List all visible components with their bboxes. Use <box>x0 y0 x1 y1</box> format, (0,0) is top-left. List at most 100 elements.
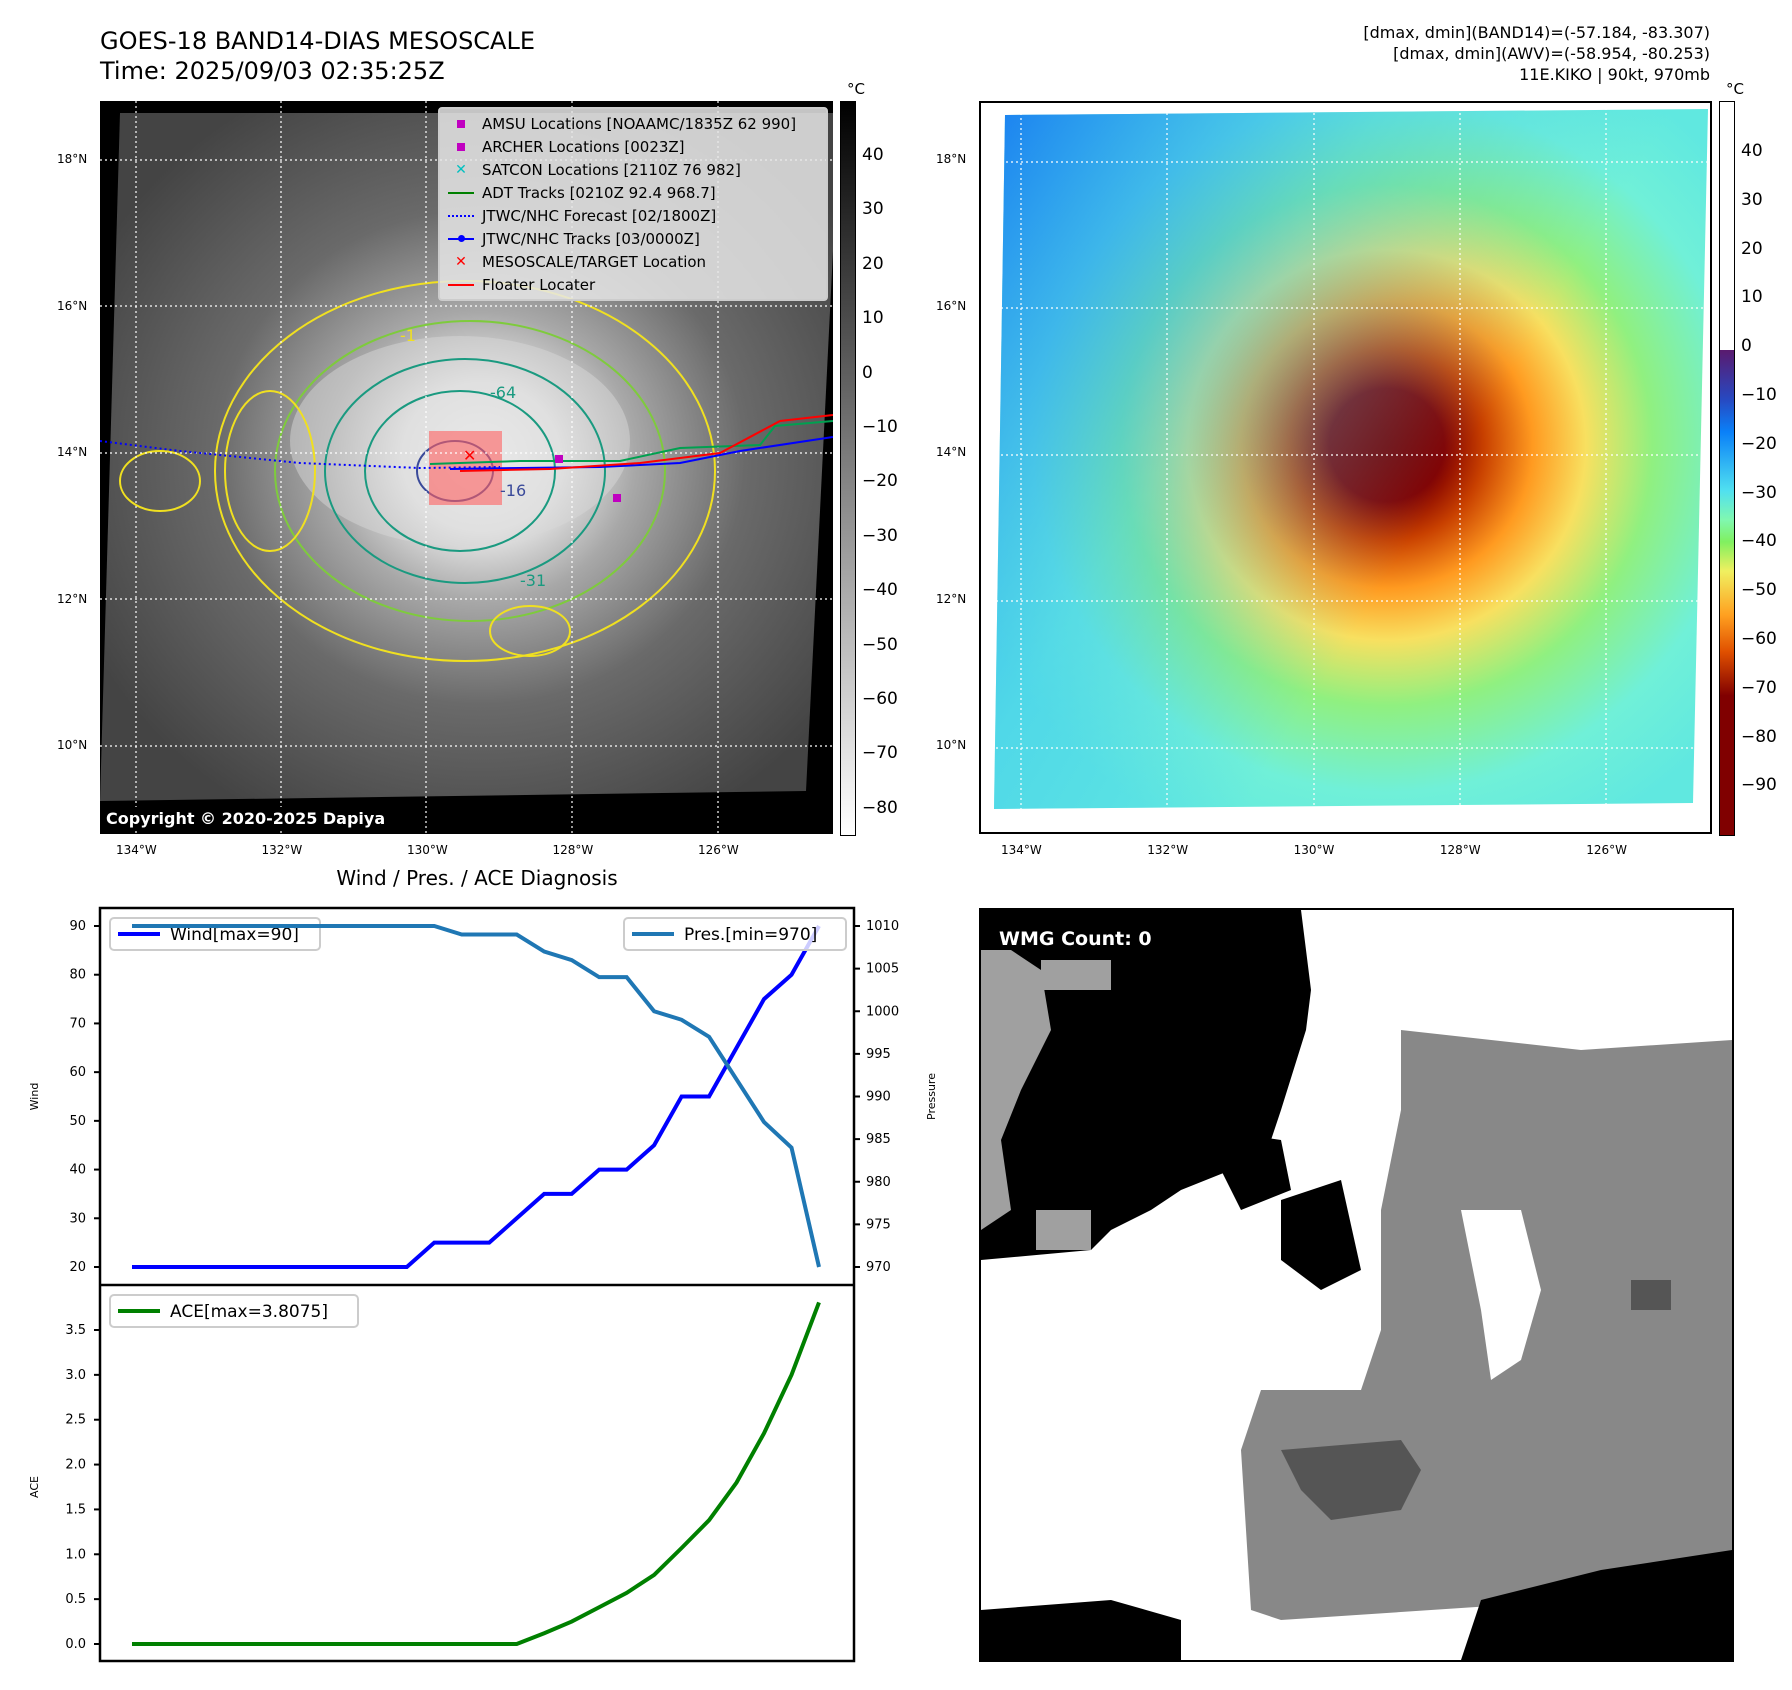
legend-square-icon <box>440 119 482 128</box>
awv-colorbar-unit: °C <box>1726 80 1744 98</box>
lon-label: 130°W <box>1293 843 1335 857</box>
lat-label: 14°N <box>936 445 967 459</box>
figure-title: GOES-18 BAND14-DIAS MESOSCALE <box>100 27 536 55</box>
legend-dotted-icon <box>440 214 482 217</box>
colorbar-tick-label: −10 <box>1741 385 1777 405</box>
copyright: Copyright © 2020-2025 Dapiya <box>100 807 392 830</box>
awv-map-image <box>981 103 1710 832</box>
legend-label: Pres.[min=970] <box>684 925 817 945</box>
legend-item: Floater Locater <box>440 273 826 296</box>
lon-label: 128°W <box>552 843 594 857</box>
y-tick-label: 3.5 <box>65 1323 86 1338</box>
colorbar-tick-label: 20 <box>862 253 884 274</box>
lat-label: 10°N <box>936 738 967 752</box>
colorbar-tick-label: −20 <box>862 471 898 492</box>
legend-label: Wind[max=90] <box>170 925 299 945</box>
lon-label: 126°W <box>1586 843 1627 857</box>
lon-label: 130°W <box>407 843 448 857</box>
legend-label: ADT Tracks [0210Z 92.4 968.7] <box>482 183 716 202</box>
chart-legend <box>109 1294 359 1328</box>
y-tick-label: 970 <box>866 1260 891 1275</box>
awv-map <box>979 101 1712 834</box>
colorbar-tick-label: −70 <box>1741 677 1777 698</box>
lat-label: 14°N <box>57 445 88 459</box>
legend-item: JTWC/NHC Tracks [03/0000Z] <box>440 227 826 250</box>
lon-label: 134°W <box>1001 843 1042 857</box>
lat-label: 16°N <box>57 298 88 313</box>
y-tick-label: 1.5 <box>65 1502 86 1517</box>
svg-text:✕: ✕ <box>463 446 476 465</box>
y-tick-label: 1000 <box>866 1004 899 1019</box>
lat-label: 16°N <box>936 298 967 313</box>
lat-label: 10°N <box>57 738 88 752</box>
legend-line-dot-icon <box>440 234 482 242</box>
y-tick-label: 1005 <box>866 962 899 977</box>
colorbar-tick-label: −50 <box>862 634 898 655</box>
series-line-ace <box>132 1301 821 1646</box>
legend-label: ACE[max=3.8075] <box>170 1302 328 1322</box>
y-axis-label: ACE <box>28 1476 41 1498</box>
lat-label: 12°N <box>936 591 967 606</box>
band14-stats: [dmax, dmin](BAND14)=(-57.184, -83.307) <box>1363 23 1710 42</box>
colorbar-tick-label: −30 <box>1741 482 1777 503</box>
y-tick-label: 40 <box>69 1163 86 1178</box>
y-tick-label: 80 <box>69 968 86 983</box>
y-tick-label: 30 <box>69 1211 86 1226</box>
legend-label: Floater Locater <box>482 275 596 294</box>
legend-item: ✕ MESOSCALE/TARGET Location <box>440 250 826 273</box>
colorbar-tick-label: −20 <box>1741 433 1777 454</box>
y-axis-label: Pressure <box>925 1073 938 1120</box>
y-tick-label: 60 <box>69 1065 86 1080</box>
colorbar-tick-label: 20 <box>1741 238 1763 259</box>
y-tick-label: 2.0 <box>65 1458 86 1473</box>
legend-line-icon <box>440 283 482 286</box>
colorbar-tick-label: −40 <box>862 580 898 601</box>
colorbar-tick-label: −90 <box>1741 775 1777 796</box>
legend-x-icon: ✕ <box>455 253 467 270</box>
legend-item: AMSU Locations [NOAAMC/1835Z 62 990] <box>440 112 826 135</box>
colorbar-tick-label: 0 <box>1741 336 1752 357</box>
colorbar-tick-label: −80 <box>862 797 898 818</box>
figure-time: Time: 2025/09/03 02:35:25Z <box>100 57 445 85</box>
y-tick-label: 3.0 <box>65 1368 86 1383</box>
y-tick-label: 70 <box>69 1016 86 1031</box>
y-tick-label: 90 <box>69 919 86 934</box>
colorbar-tick-label: 30 <box>1741 189 1763 210</box>
y-tick-label: 50 <box>69 1114 86 1129</box>
ir-map: ✕ -16 -64 -31 -1 AMSU Locations [NOAAMC/… <box>100 101 833 834</box>
y-tick-label: 2.5 <box>65 1413 86 1428</box>
y-tick-label: 975 <box>866 1217 891 1232</box>
lon-label: 132°W <box>1147 843 1189 857</box>
y-tick-label: 0.0 <box>65 1637 86 1652</box>
ir-colorbar <box>840 101 856 836</box>
legend-label: ARCHER Locations [0023Z] <box>482 137 685 156</box>
lon-label: 126°W <box>698 843 739 857</box>
contour-label: -31 <box>520 571 546 590</box>
contour-label: -1 <box>400 326 416 345</box>
legend-item: ✕ SATCON Locations [2110Z 76 982] <box>440 158 826 181</box>
lon-label: 128°W <box>1439 843 1481 857</box>
legend-x-icon: ✕ <box>455 161 467 178</box>
colorbar-tick-label: 0 <box>862 362 873 383</box>
colorbar-tick-label: 10 <box>862 308 884 329</box>
map-legend: AMSU Locations [NOAAMC/1835Z 62 990] ARCH… <box>438 107 828 301</box>
y-tick-label: 980 <box>866 1175 891 1190</box>
colorbar-tick-label: 30 <box>862 199 884 220</box>
colorbar-tick-label: −60 <box>862 689 898 709</box>
y-tick-label: 1010 <box>866 919 899 934</box>
y-tick-label: 20 <box>69 1260 86 1275</box>
y-tick-label: 1.0 <box>65 1547 86 1562</box>
diagnosis-chart: 20 30 40 50 60 70 80 90 Wind Wind[max=90] 970 975 98… <box>28 906 938 1663</box>
legend-label: MESOSCALE/TARGET Location <box>482 252 707 271</box>
contour-label: -16 <box>500 481 526 500</box>
colorbar-tick-label: −80 <box>1741 726 1777 747</box>
lon-label: 134°W <box>116 843 157 857</box>
legend-square-icon <box>440 142 482 151</box>
series-line-pres <box>132 924 821 1268</box>
legend-line-icon <box>440 191 482 194</box>
colorbar-tick-label: 40 <box>862 145 884 165</box>
y-tick-label: 990 <box>866 1090 891 1105</box>
lat-label: 18°N <box>57 152 88 166</box>
colorbar-tick-label: 40 <box>1741 141 1763 161</box>
awv-colorbar <box>1719 101 1735 836</box>
